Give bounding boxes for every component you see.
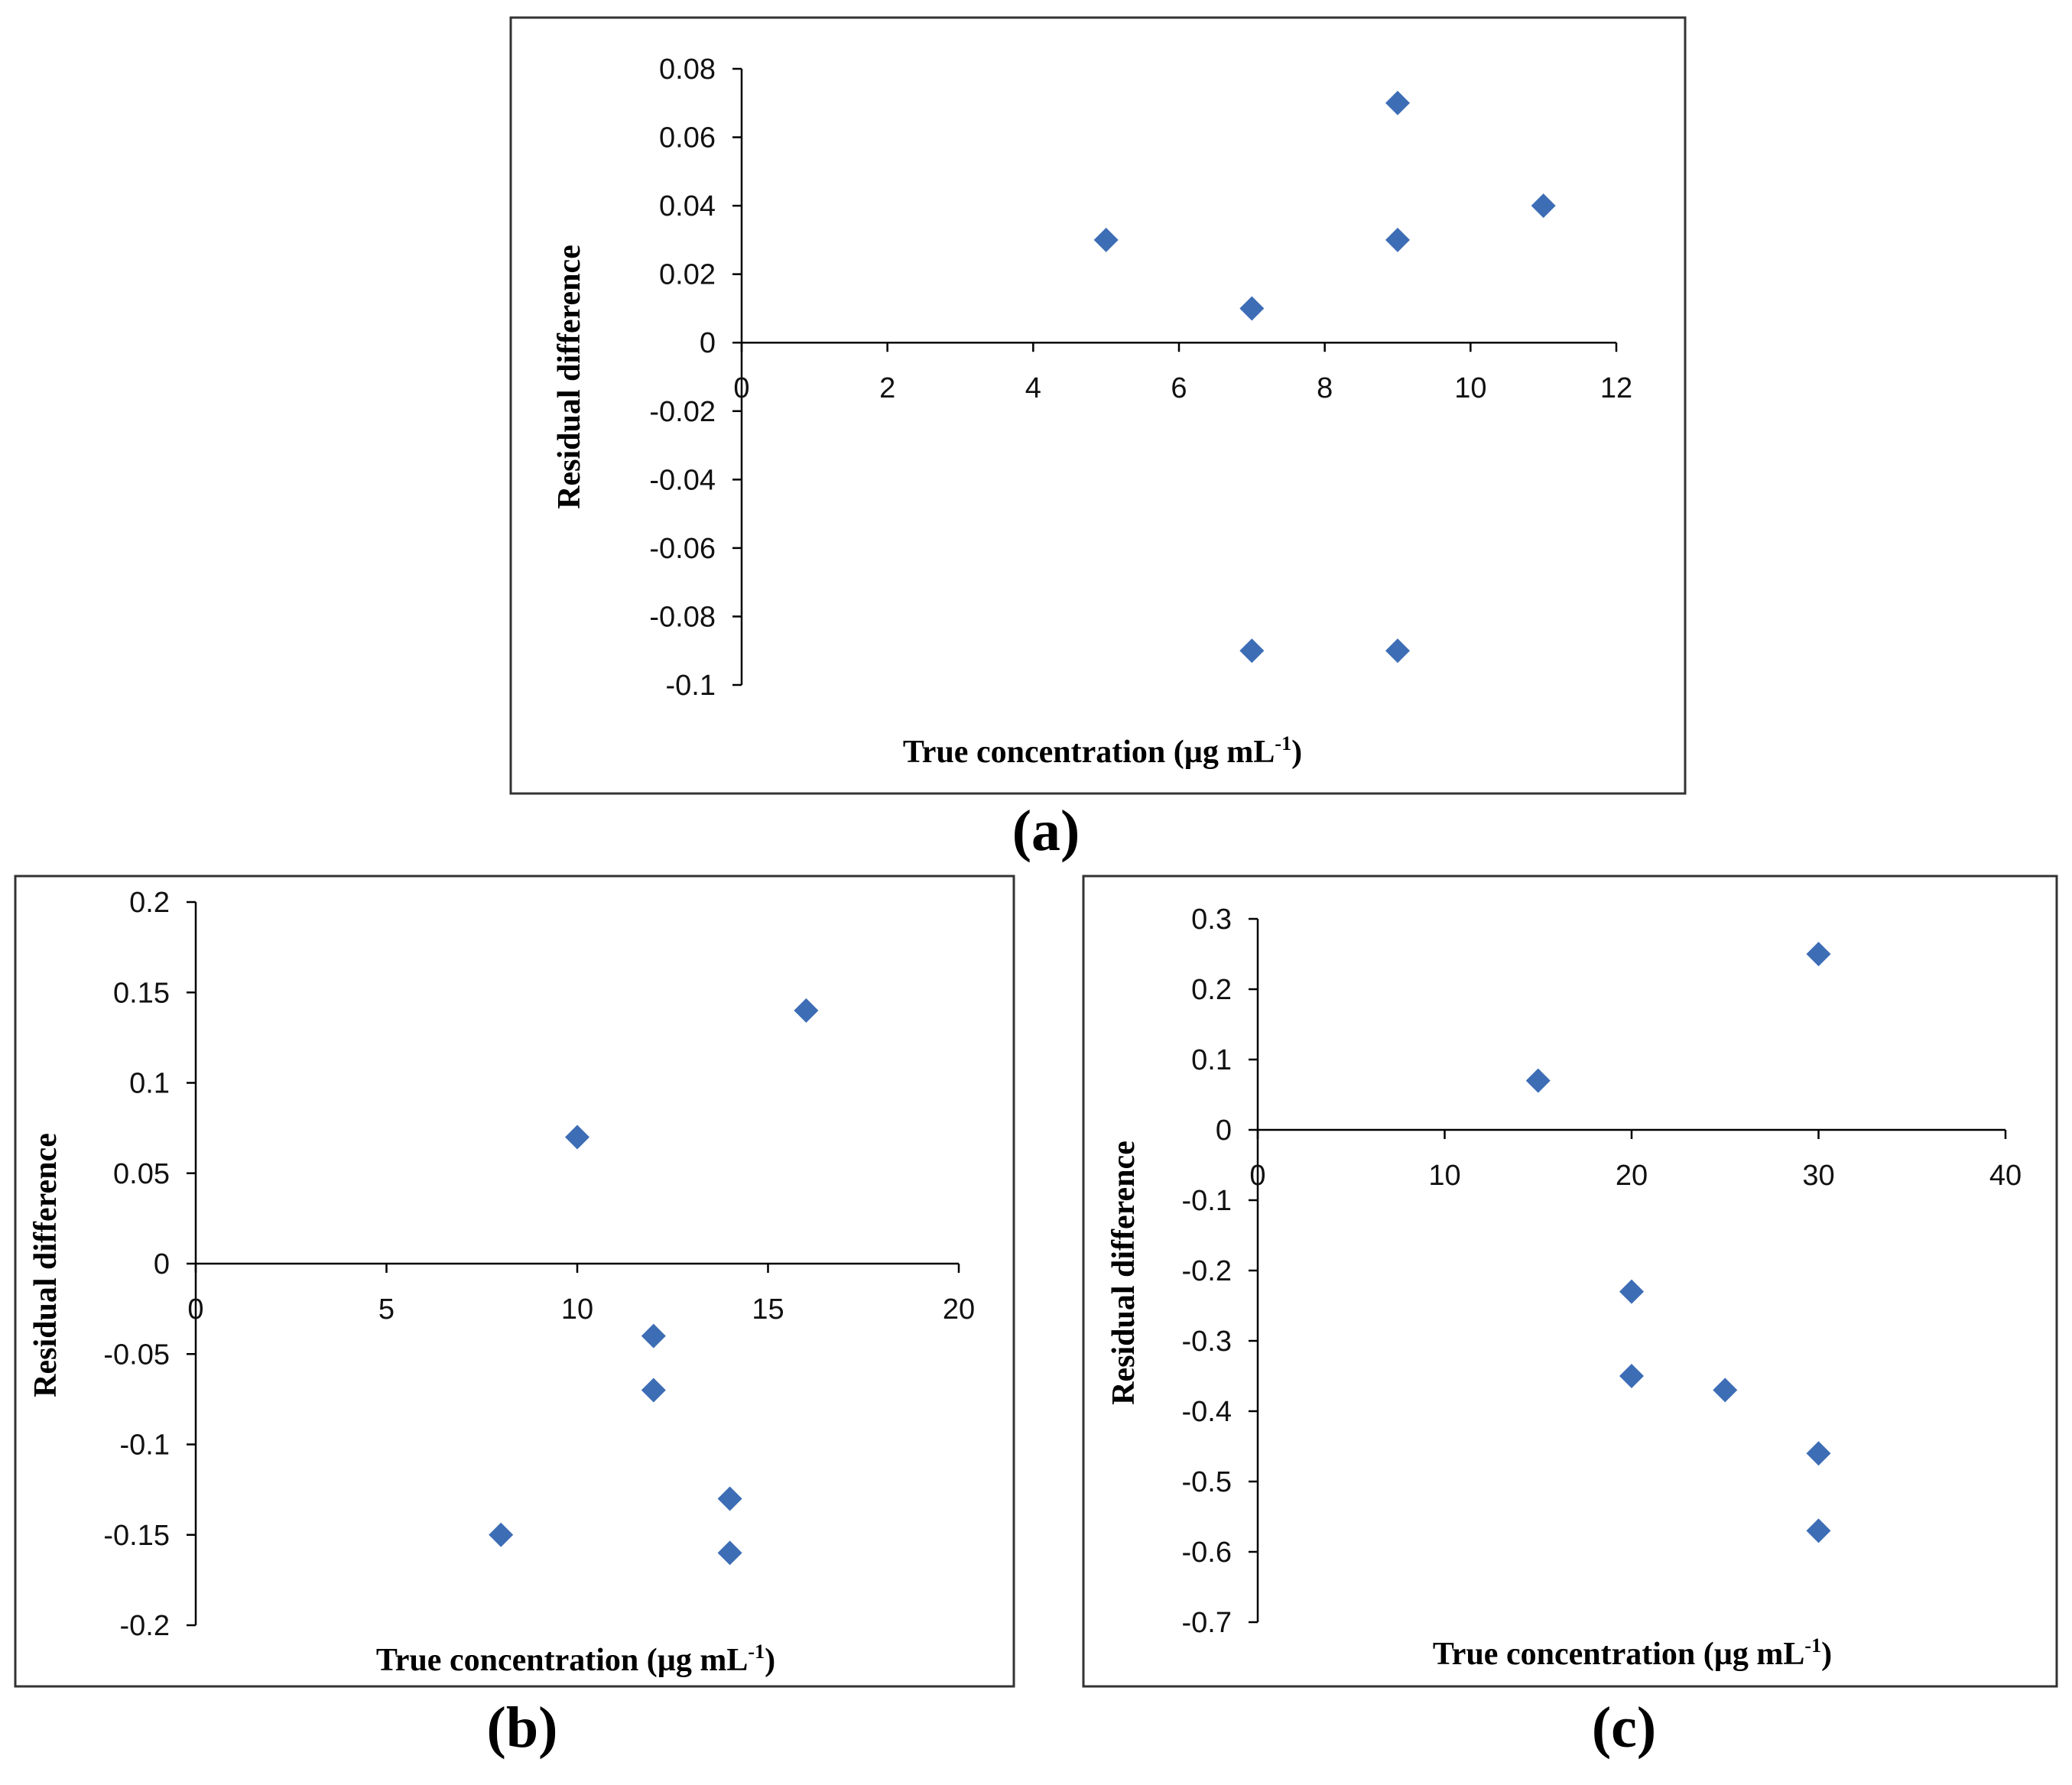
panel-c-x-tick-label: 0 [1249,1160,1265,1192]
panel-c-x-tick-label: 40 [1989,1160,2022,1192]
panel-a-y-axis-title: Residual difference [552,245,587,509]
panel-b-label: (b) [487,1696,558,1760]
panel-b-y-tick-label: -0.15 [103,1520,170,1552]
panel-a-y-tick-label: -0.02 [649,396,716,428]
panel-c: 0.3 0.2 0.1 0 -0.1 -0.2 -0.3 -0.4 -0.5 -0.6 -0.7 0 1… [1082,875,2058,1760]
panel-c-axes: 0.3 0.2 0.1 0 -0.1 -0.2 -0.3 -0.4 -0.5 -0.6 -0.7 0 1… [1182,904,2022,1639]
panel-c-y-tick-label: 0 [1216,1115,1232,1147]
panel-c-y-tick-label: -0.5 [1182,1466,1232,1498]
panel-a-x-tick-label: 0 [733,372,749,404]
panel-c-data-point [1806,1518,1831,1543]
panel-a-axes: 0.08 0.06 0.04 0.02 0 -0.02 -0.04 -0.06 -0.08 -0.… [649,54,1632,702]
panel-b-y-tick-label: -0.1 [120,1430,170,1462]
panel-c-data-point [1713,1378,1738,1403]
panel-b-data-point [717,1540,742,1566]
panel-c-y-tick-label: -0.4 [1182,1396,1232,1428]
panel-b-data-point [794,998,819,1023]
panel-b-y-axis-title: Residual difference [28,1133,63,1397]
panel-c-y-axis-title: Residual difference [1106,1141,1142,1405]
panel-a-data-point [1239,638,1265,664]
panel-a-x-tick-label: 2 [879,372,895,404]
panel-b-x-tick-label: 5 [378,1293,395,1326]
panel-c-data-point [1619,1364,1644,1388]
panel-a-y-tick-label: 0 [700,327,716,359]
panel-b-x-axis-title: True concentration (µg mL-1) [376,1641,775,1678]
panel-a-frame [509,16,1687,795]
panel-b-y-tick-label: 0.05 [113,1158,170,1190]
panel-b-y-tick-label: -0.2 [120,1610,170,1642]
panel-a-y-tick-label: -0.04 [649,464,716,496]
panel-c-y-tick-label: 0.1 [1191,1044,1232,1076]
panel-c-frame [1082,875,2058,1688]
panel-a-y-tick-label: -0.08 [649,601,716,633]
panel-c-x-tick-label: 10 [1428,1160,1460,1192]
panel-c-y-tick-label: -0.6 [1182,1537,1232,1569]
panel-a-y-tick-label: 0.02 [659,259,716,291]
panel-c-data-point [1525,1068,1551,1093]
panel-b-x-tick-label: 15 [752,1293,784,1326]
panel-c-y-tick-label: 0.2 [1191,974,1232,1006]
panel-a-data-point [1093,227,1119,252]
panel-b: 0.2 0.15 0.1 0.05 0 -0.05 -0.1 -0.15 -0.2 0 5 10 15 2… [14,875,1015,1760]
panel-b-frame [14,875,1015,1688]
panel-c-x-tick-label: 20 [1616,1160,1648,1192]
panel-a-x-tick-label: 12 [1600,372,1632,404]
panel-c-y-tick-label: -0.1 [1182,1185,1232,1217]
panel-a-y-tick-label: 0.08 [659,54,716,86]
panel-b-y-tick-label: -0.05 [103,1339,170,1371]
panel-c-y-tick-label: 0.3 [1191,904,1232,936]
panel-a-data-point [1385,227,1410,252]
panel-a: 0.08 0.06 0.04 0.02 0 -0.02 -0.04 -0.06 -0.08 -0.… [509,16,1687,863]
panel-b-data-point [641,1323,666,1348]
panel-a-x-axis-title: True concentration (µg mL-1) [903,732,1302,770]
panel-a-label: (a) [1012,799,1080,863]
panel-b-x-tick-label: 20 [943,1293,975,1326]
panel-b-x-tick-label: 10 [561,1293,593,1326]
panel-b-data-point [565,1125,589,1150]
panel-a-y-tick-label: -0.06 [649,533,716,565]
panel-b-axes: 0.2 0.15 0.1 0.05 0 -0.05 -0.1 -0.15 -0.2 0 5 10 15 2… [103,887,975,1642]
panel-a-data-point [1531,193,1556,219]
panel-c-data-point [1619,1279,1644,1304]
panel-b-y-tick-label: 0.1 [129,1068,170,1100]
panel-b-x-tick-label: 0 [187,1293,203,1326]
panel-a-x-tick-label: 4 [1025,372,1041,404]
panel-c-y-tick-label: -0.3 [1182,1326,1232,1358]
panel-b-data-point [717,1486,742,1511]
panel-c-data-point [1806,1441,1831,1466]
panel-a-x-tick-label: 10 [1454,372,1486,404]
panel-a-y-tick-label: 0.06 [659,122,716,154]
panel-c-y-tick-label: -0.7 [1182,1607,1232,1639]
panel-c-x-tick-label: 30 [1802,1160,1834,1192]
panel-b-data-point [489,1522,514,1547]
panel-b-y-tick-label: 0.2 [129,887,170,919]
panel-a-data-point [1385,638,1410,664]
panel-c-label: (c) [1592,1696,1656,1760]
panel-c-y-tick-label: -0.2 [1182,1255,1232,1287]
panel-a-x-tick-label: 6 [1171,372,1187,404]
panel-a-y-tick-label: 0.04 [659,190,716,222]
panel-c-data-point [1806,942,1831,966]
panel-b-data-point [641,1378,666,1403]
panel-a-data-point [1385,90,1410,115]
panel-b-y-tick-label: 0.15 [113,977,170,1009]
panel-c-x-axis-title: True concentration (µg mL-1) [1433,1634,1832,1672]
panel-a-x-tick-label: 8 [1317,372,1333,404]
panel-a-data-point [1239,296,1265,321]
panel-b-y-tick-label: 0 [154,1248,170,1280]
panel-a-y-tick-label: -0.1 [666,670,716,702]
